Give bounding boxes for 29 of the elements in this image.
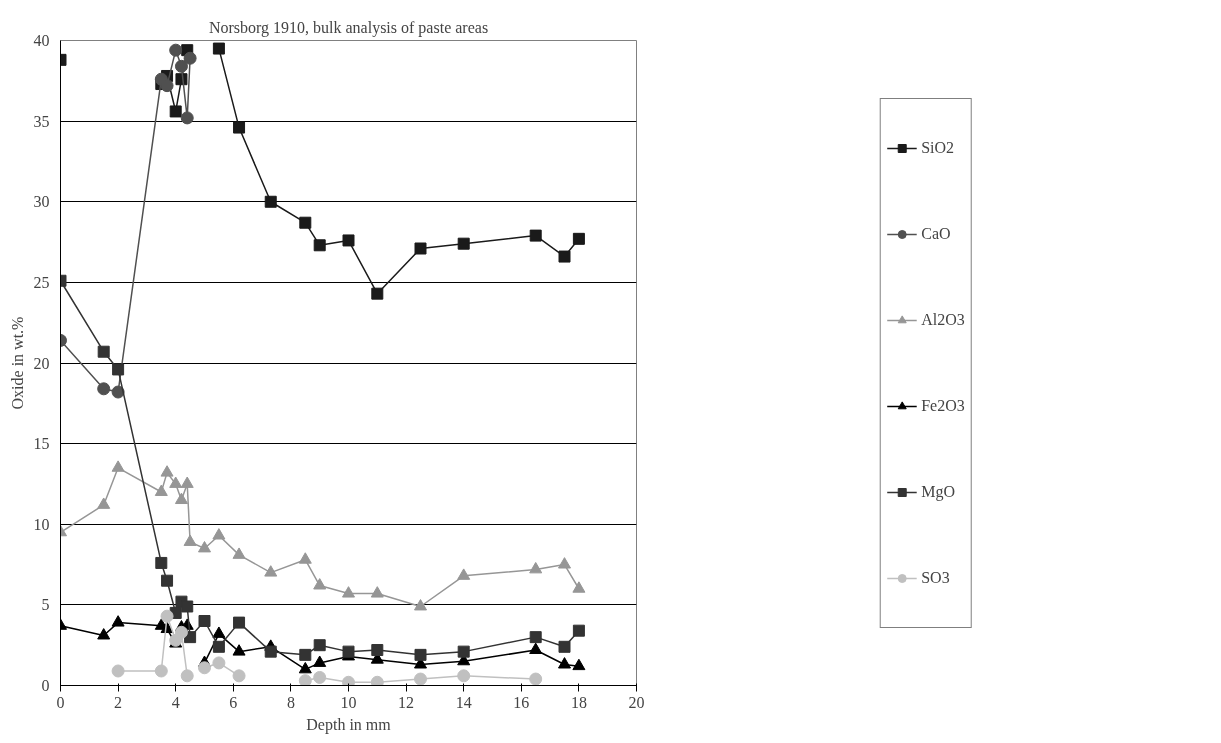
y-tick-label: 20 <box>33 354 50 372</box>
x-tick-label: 14 <box>455 693 472 711</box>
legend-label: SO3 <box>921 567 950 588</box>
x-tick-label: 6 <box>229 693 238 711</box>
y-tick-label: 40 <box>33 32 50 49</box>
y-tick-label: 5 <box>41 596 50 614</box>
x-tick-label: 16 <box>513 693 530 711</box>
y-tick-label: 35 <box>33 112 50 130</box>
x-tick-label: 20 <box>628 693 645 711</box>
x-axis-title: Depth in mm <box>306 715 392 734</box>
y-tick-label: 0 <box>41 677 50 694</box>
legend-label: Fe2O3 <box>921 395 965 416</box>
x-tick-label: 4 <box>171 693 180 711</box>
x-tick-label: 2 <box>114 693 123 711</box>
y-tick-label: 10 <box>33 515 50 533</box>
x-tick-label: 0 <box>56 693 65 711</box>
y-tick-label: 30 <box>33 193 50 211</box>
y-tick-label: 15 <box>33 435 50 453</box>
legend-label: SiO2 <box>921 137 955 158</box>
x-tick-label: 8 <box>286 693 295 711</box>
x-tick-label: 10 <box>340 693 357 711</box>
y-tick-label: 25 <box>33 273 50 291</box>
x-tick-label: 18 <box>570 693 587 711</box>
x-tick-label: 12 <box>398 693 415 711</box>
chart-title: Norsborg 1910, bulk analysis of paste areas <box>208 18 489 37</box>
legend-label: CaO <box>921 223 951 244</box>
y-axis-title: Oxide in wt.% <box>8 316 26 410</box>
legend-label: MgO <box>921 481 955 503</box>
legend-label: Al2O3 <box>921 309 965 330</box>
